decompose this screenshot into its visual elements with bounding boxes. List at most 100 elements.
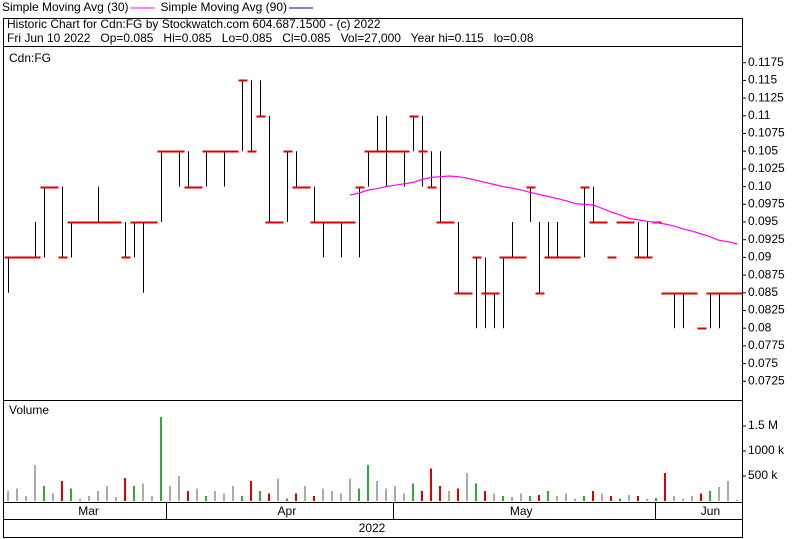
volume-bar xyxy=(169,486,171,501)
volume-bar xyxy=(619,498,621,501)
volume-bar xyxy=(178,476,180,501)
volume-bar xyxy=(133,486,135,501)
volume-bar xyxy=(655,498,657,501)
price-tick-label: 0.075 xyxy=(748,356,778,370)
volume-bar xyxy=(520,493,522,501)
volume-bar xyxy=(223,493,225,501)
volume-bar xyxy=(250,481,252,501)
volume-bar xyxy=(691,496,693,501)
volume-bar xyxy=(295,493,297,501)
volume-bar xyxy=(34,465,36,501)
volume-bar xyxy=(718,487,720,501)
volume-bar xyxy=(160,417,162,501)
volume-bar xyxy=(115,497,117,501)
x-tick-label: May xyxy=(510,504,533,518)
volume-bar xyxy=(25,496,27,501)
year-axis xyxy=(3,519,743,538)
volume-bar xyxy=(628,495,630,501)
volume-bar xyxy=(547,491,549,501)
volume-bar xyxy=(52,493,54,501)
moving-average xyxy=(349,175,738,245)
volume-bar xyxy=(16,488,18,501)
volume-bar xyxy=(142,483,144,501)
legend-label: Simple Moving Avg (90) xyxy=(161,0,288,14)
volume-bar xyxy=(574,498,576,501)
volume-bar xyxy=(205,496,207,501)
volume-bar xyxy=(196,488,198,501)
volume-bar xyxy=(97,491,99,501)
volume-bar xyxy=(61,481,63,501)
volume-bar xyxy=(322,488,324,501)
price-tick-label: 0.08 xyxy=(748,320,772,334)
volume-bar xyxy=(349,478,351,501)
volume-bar xyxy=(304,486,306,501)
volume-bar xyxy=(277,478,279,501)
volume-bar xyxy=(727,481,729,501)
volume-bar xyxy=(106,486,108,501)
volume-bar xyxy=(610,496,612,501)
volume-bar xyxy=(124,478,126,501)
volume-bar xyxy=(187,491,189,501)
volume-bar xyxy=(241,496,243,501)
volume-bar xyxy=(601,493,603,501)
volume-bar xyxy=(232,486,234,501)
legend-label: Simple Moving Avg (30) xyxy=(2,0,129,14)
volume-bar xyxy=(286,498,288,501)
volume-bar xyxy=(7,491,9,501)
volume-bar xyxy=(214,491,216,501)
volume-tick-label: 1000 k xyxy=(748,443,785,457)
volume-bar xyxy=(583,496,585,501)
volume-bar xyxy=(592,491,594,501)
volume-bar xyxy=(367,465,369,501)
price-tick-label: 0.095 xyxy=(748,214,778,228)
panel-label: Cdn:FG xyxy=(9,51,51,65)
price-tick-label: 0.1025 xyxy=(748,161,785,175)
volume-bar xyxy=(484,491,486,501)
chart-subtitle: Fri Jun 10 2022 Op=0.085 Hi=0.085 Lo=0.0… xyxy=(7,31,534,45)
volume-bar xyxy=(664,473,666,501)
volume-bar xyxy=(538,495,540,501)
volume-bar xyxy=(43,486,45,501)
x-tick-label: Mar xyxy=(78,504,99,518)
volume-bar xyxy=(358,488,360,501)
volume-bar xyxy=(493,493,495,501)
volume-bar xyxy=(565,493,567,501)
volume-bar xyxy=(259,491,261,501)
price-tick-label: 0.115 xyxy=(748,73,777,87)
volume-bar xyxy=(376,481,378,501)
volume-bar xyxy=(430,468,432,501)
volume-tick-label: 500 k xyxy=(748,468,778,482)
price-tick-label: 0.09 xyxy=(748,250,772,264)
volume-bar xyxy=(448,491,450,501)
volume-bar xyxy=(412,483,414,501)
volume-bar xyxy=(637,496,639,501)
price-tick-label: 0.0975 xyxy=(748,196,785,210)
volume-bar xyxy=(502,496,504,501)
price-tick-label: 0.1175 xyxy=(748,55,784,69)
volume-bar xyxy=(340,493,342,501)
price-tick-label: 0.0825 xyxy=(748,303,785,317)
year-label: 2022 xyxy=(359,521,386,535)
volume-bar xyxy=(673,496,675,501)
volume-bar xyxy=(457,488,459,501)
volume-bar xyxy=(70,488,72,501)
volume-bar xyxy=(439,486,441,501)
price-tick-label: 0.0725 xyxy=(748,373,785,387)
price-tick-label: 0.11 xyxy=(748,108,771,122)
chart-title: Historic Chart for Cdn:FG by Stockwatch.… xyxy=(7,17,381,31)
volume-bar xyxy=(385,488,387,501)
volume-panel xyxy=(3,400,743,503)
volume-bar xyxy=(79,498,81,501)
volume-bar xyxy=(151,496,153,501)
volume-bar xyxy=(313,496,315,501)
price-tick-label: 0.0875 xyxy=(748,267,785,281)
price-tick-label: 0.085 xyxy=(748,285,778,299)
volume-label: Volume xyxy=(9,403,49,417)
volume-bar xyxy=(466,473,468,501)
volume-bar xyxy=(88,496,90,501)
volume-bar xyxy=(268,493,270,501)
price-tick-label: 0.0925 xyxy=(748,232,785,246)
volume-bar xyxy=(529,496,531,501)
price-tick-label: 0.10 xyxy=(748,179,772,193)
